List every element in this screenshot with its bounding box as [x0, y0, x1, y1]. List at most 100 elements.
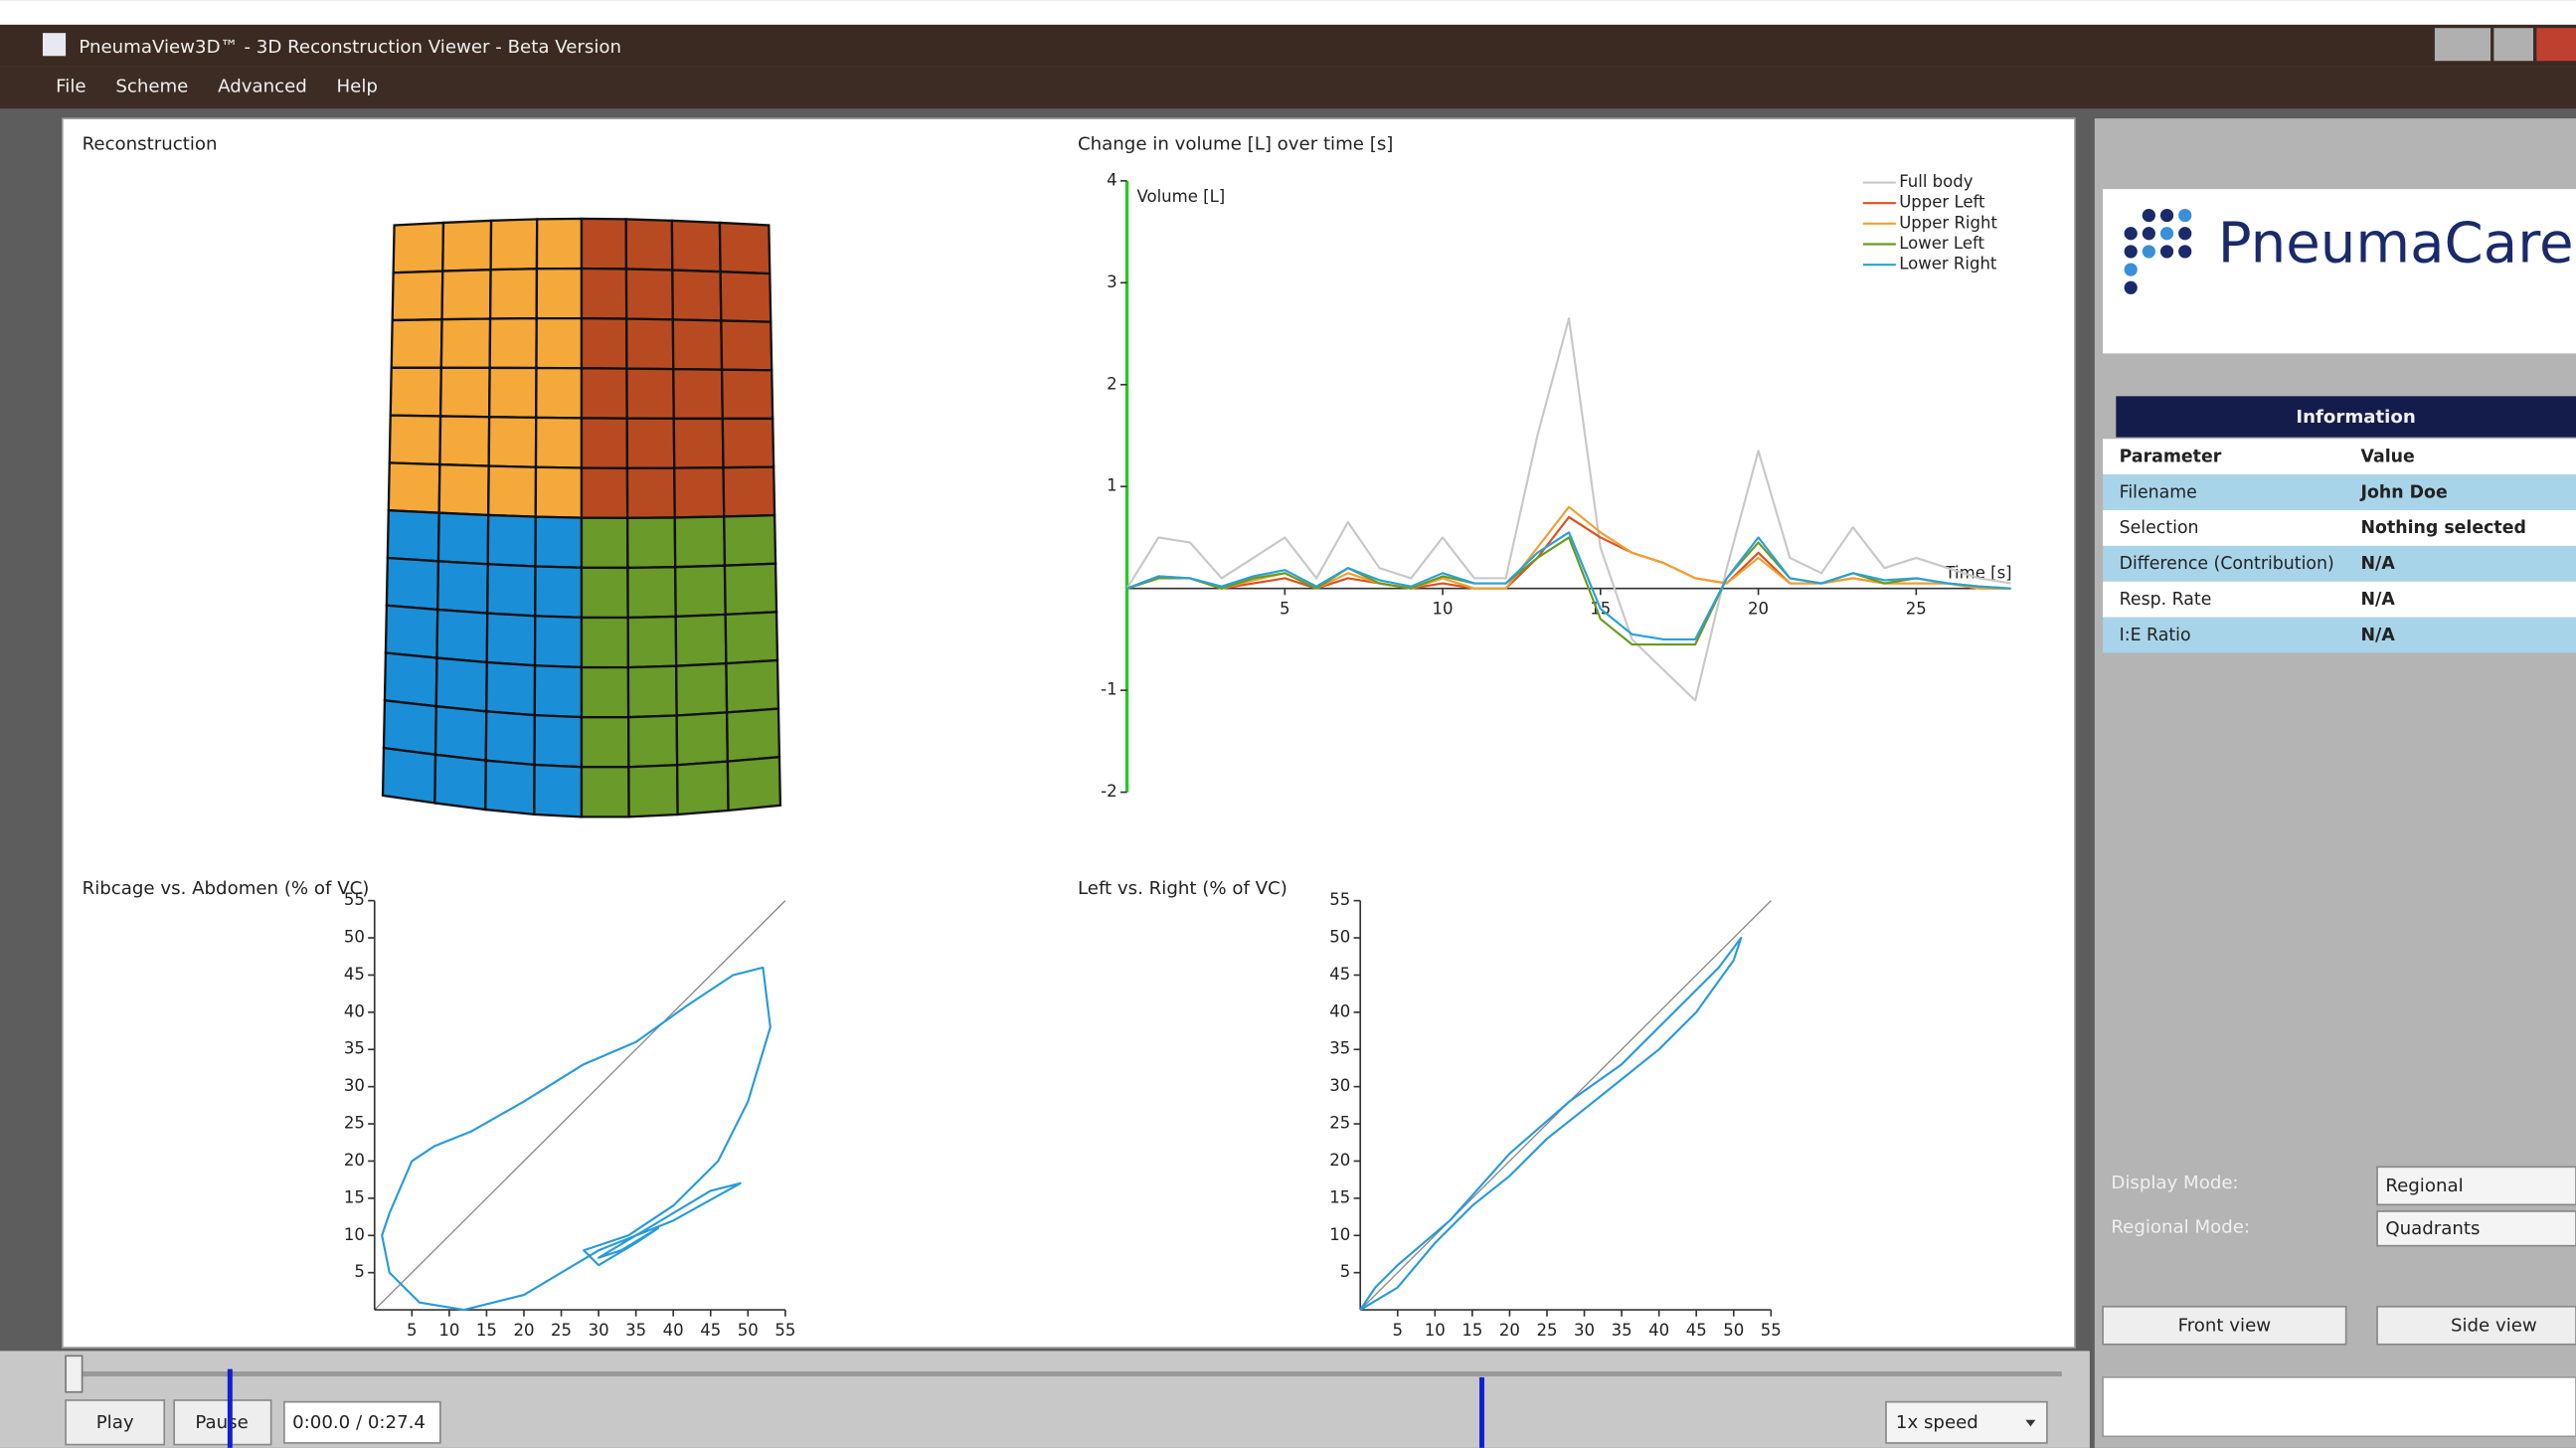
side-view-label: Side view: [2451, 1316, 2537, 1337]
timeline-thumb[interactable]: [66, 1356, 83, 1391]
mesh-cell: [677, 762, 728, 814]
mesh-cell: [582, 667, 628, 717]
mesh-cell: [626, 319, 673, 370]
legend-label: Upper Left: [1899, 193, 1985, 212]
x-tick-label: 25: [1906, 600, 1927, 619]
mesh-cell: [389, 462, 440, 512]
mesh-cell: [486, 662, 535, 715]
close-button[interactable]: [2536, 28, 2576, 61]
mesh-cell: [390, 416, 440, 464]
mesh-cell: [726, 612, 777, 663]
x-tick-label: 20: [1748, 600, 1769, 619]
mesh-cell: [582, 518, 627, 568]
top-strip: [0, 0, 2576, 25]
menu-item[interactable]: File: [56, 77, 86, 97]
y-tick-label: 20: [1329, 1151, 1350, 1170]
logo-dot: [2143, 245, 2155, 258]
mesh-cell: [486, 711, 535, 765]
mesh-cell: [384, 700, 436, 755]
mesh-cell: [537, 219, 582, 269]
y-axis-label: Volume [L]: [1136, 187, 1225, 206]
mesh-cell: [582, 467, 627, 517]
page: { "window": {"title": "PneumaView3D™ - 3…: [0, 0, 2576, 1448]
status-box: [2103, 1377, 2576, 1436]
mesh-cell: [628, 666, 677, 717]
table-cell: Difference (Contribution): [2120, 554, 2334, 574]
mesh-cell: [536, 517, 582, 568]
x-tick-label: 20: [513, 1321, 534, 1340]
x-tick-label: 15: [476, 1321, 497, 1340]
logo-dot: [2125, 281, 2138, 294]
x-tick-label: 55: [774, 1321, 795, 1340]
mesh-cell: [535, 665, 582, 717]
y-tick-label: 55: [344, 890, 365, 909]
y-tick-label: 40: [344, 1001, 365, 1020]
y-tick-label: -2: [1101, 782, 1116, 801]
mesh-cell: [626, 369, 673, 419]
table-cell: Selection: [2120, 518, 2199, 538]
regional-mode-label: Regional Mode:: [2111, 1216, 2250, 1237]
menu-item[interactable]: Scheme: [115, 77, 188, 97]
x-tick-label: 25: [1536, 1321, 1557, 1340]
x-tick-label: 15: [1461, 1321, 1482, 1340]
mesh-cell: [440, 368, 490, 417]
mesh-cell: [627, 517, 675, 568]
minimize-button[interactable]: [2435, 28, 2490, 61]
logo-dot: [2160, 209, 2173, 222]
mesh-cell: [439, 464, 489, 515]
y-tick-label: 2: [1107, 374, 1117, 393]
mesh-cell: [388, 510, 439, 561]
mesh-cell: [582, 368, 627, 418]
mesh-cell: [721, 272, 772, 322]
menu-item[interactable]: Help: [337, 77, 378, 97]
chart-title: Ribcage vs. Abdomen (% of VC): [83, 878, 370, 899]
x-tick-label: 40: [663, 1321, 684, 1340]
table-cell: Nothing selected: [2361, 518, 2526, 538]
mesh-cell: [535, 616, 582, 667]
mesh-cell: [724, 467, 775, 517]
logo-dot: [2143, 209, 2155, 222]
mesh-cell: [394, 223, 443, 272]
mesh-cell: [674, 467, 724, 517]
logo-dot: [2178, 209, 2191, 222]
mesh-cell: [626, 269, 673, 319]
front-view-label: Front view: [2178, 1316, 2272, 1337]
x-tick-label: 5: [1393, 1321, 1404, 1340]
regional-mode-value: Quadrants: [2385, 1218, 2480, 1239]
y-tick-label: 1: [1107, 476, 1117, 495]
y-tick-label: 15: [1329, 1187, 1350, 1206]
logo-dot: [2125, 227, 2138, 240]
mesh-cell: [535, 566, 582, 617]
maximize-button[interactable]: [2493, 28, 2533, 61]
x-tick-label: 10: [438, 1321, 459, 1340]
y-tick-label: 50: [1329, 928, 1350, 947]
mesh-cell: [535, 715, 582, 767]
play-label: Play: [96, 1412, 134, 1433]
table-cell: Value: [2361, 447, 2415, 466]
mesh-cell: [392, 319, 442, 368]
mesh-cell: [536, 318, 581, 368]
chart-title: Left vs. Right (% of VC): [1078, 878, 1288, 899]
logo-dot: [2125, 245, 2138, 258]
mesh-cell: [393, 272, 443, 320]
x-tick-label: 5: [1280, 600, 1290, 619]
y-tick-label: 25: [1329, 1114, 1350, 1133]
pause-label: Pause: [195, 1412, 248, 1433]
mesh-cell: [676, 663, 727, 715]
speed-value: 1x speed: [1896, 1412, 1978, 1433]
mesh-cell: [537, 269, 582, 318]
table-cell: I:E Ratio: [2120, 626, 2191, 645]
mesh-cell: [488, 466, 536, 517]
y-tick-label: 35: [1329, 1039, 1350, 1058]
menu-item[interactable]: Advanced: [218, 77, 307, 97]
y-tick-label: 55: [1329, 890, 1350, 909]
y-tick-label: 45: [344, 965, 365, 984]
x-tick-label: 30: [589, 1321, 609, 1340]
logo-dot: [2160, 227, 2173, 240]
app-icon: [43, 33, 66, 56]
mesh-cell: [441, 319, 490, 368]
mesh-cell: [582, 717, 628, 767]
x-tick-label: 30: [1574, 1321, 1595, 1340]
mesh-cell: [437, 610, 488, 662]
app-window: PneumaView3D™ - 3D Reconstruction Viewer…: [0, 0, 2576, 1448]
